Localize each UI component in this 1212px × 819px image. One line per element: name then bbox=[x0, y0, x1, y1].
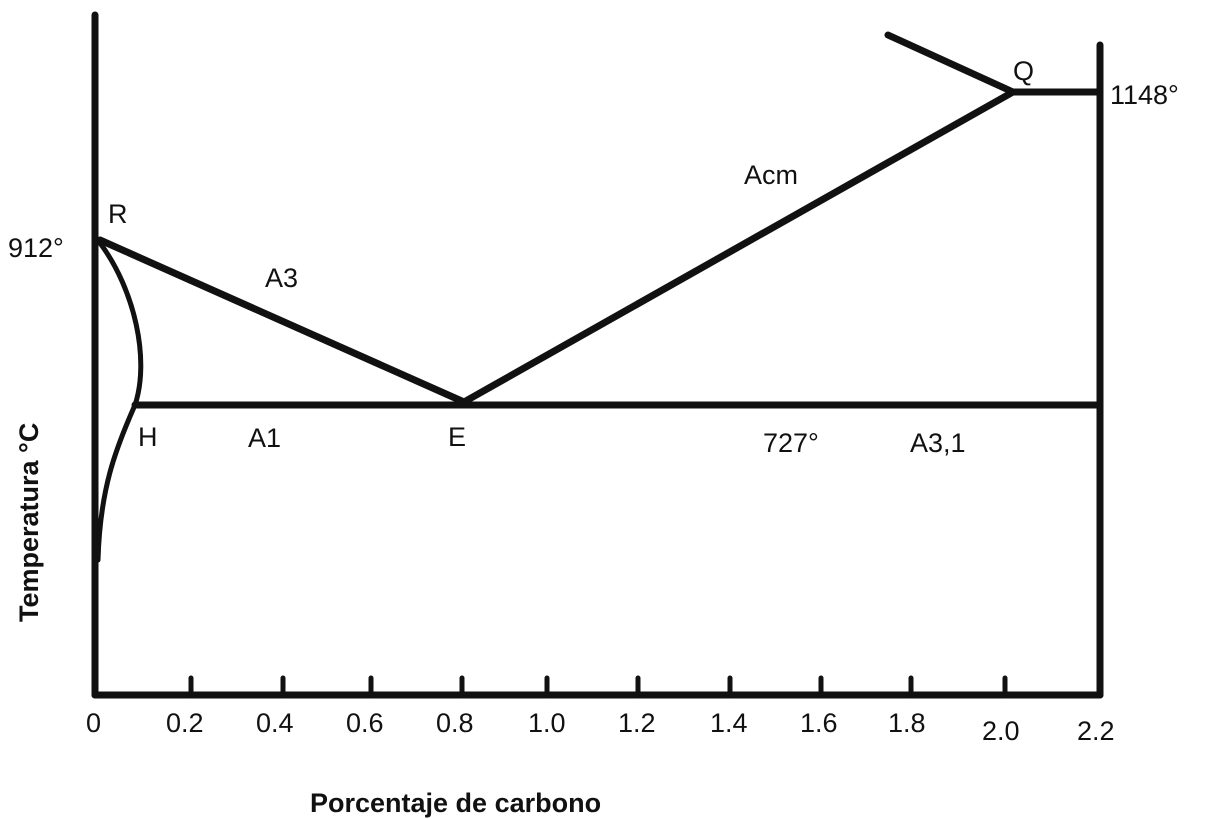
tick-label: 0.8 bbox=[436, 708, 474, 738]
a1-label: A1 bbox=[248, 423, 281, 453]
a3-line bbox=[96, 236, 468, 406]
acm-line bbox=[460, 88, 1017, 406]
tick-label: 0.6 bbox=[346, 708, 384, 738]
tick-label: 2.2 bbox=[1077, 716, 1115, 746]
a31-label: A3,1 bbox=[910, 428, 966, 458]
x-tick-marks bbox=[188, 675, 1008, 698]
tick-label: 2.0 bbox=[982, 716, 1020, 746]
point-r-label: R bbox=[108, 199, 128, 229]
temp-1148-label: 1148° bbox=[1110, 80, 1179, 110]
tick-label: 1.8 bbox=[888, 708, 926, 738]
temp-912-label: 912° bbox=[8, 233, 64, 263]
x-tick-labels: 0 0.2 0.4 0.6 0.8 1.0 1.2 1.4 1.6 1.8 2.… bbox=[86, 708, 1115, 746]
point-q-label: Q bbox=[1013, 56, 1034, 86]
point-e-label: E bbox=[448, 422, 466, 452]
tick-label: 1.0 bbox=[528, 708, 566, 738]
point-h-label: H bbox=[138, 422, 158, 452]
tick-label: 0 bbox=[86, 708, 101, 738]
tick-label: 1.2 bbox=[618, 708, 656, 738]
alpha-boundary-curve bbox=[97, 240, 144, 408]
temp-727-label: 727° bbox=[763, 428, 819, 458]
acm-label: Acm bbox=[744, 160, 798, 190]
tick-label: 1.4 bbox=[710, 708, 748, 738]
y-axis-title: Temperatura °C bbox=[14, 423, 44, 622]
tick-label: 0.4 bbox=[256, 708, 294, 738]
upper-left-line bbox=[884, 31, 1017, 96]
tick-label: 1.6 bbox=[800, 708, 838, 738]
a3-label: A3 bbox=[265, 263, 298, 293]
solubility-curve bbox=[95, 402, 138, 563]
x-axis-title: Porcentaje de carbono bbox=[310, 788, 601, 818]
tick-label: 0.2 bbox=[166, 708, 204, 738]
